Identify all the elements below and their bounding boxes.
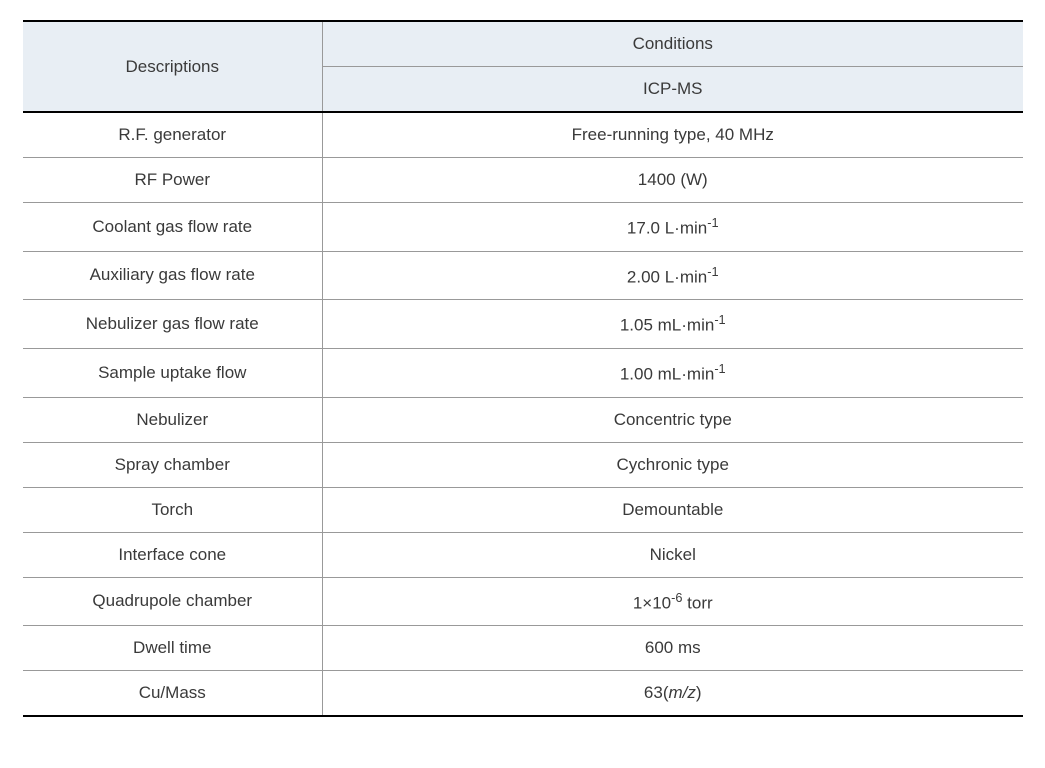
value-cell: 1×10-6 torr [323,577,1023,626]
description-cell: Dwell time [23,626,323,671]
table-body: R.F. generator Free-running type, 40 MHz… [23,112,1023,716]
description-cell: Coolant gas flow rate [23,203,323,252]
value-cell: 63(m/z) [323,671,1023,717]
conditions-table: Descriptions Conditions ICP-MS R.F. gene… [23,20,1023,717]
description-cell: Sample uptake flow [23,348,323,397]
table-row: Quadrupole chamber 1×10-6 torr [23,577,1023,626]
table-row: Nebulizer gas flow rate 1.05 mL·min-1 [23,300,1023,349]
table-container: Descriptions Conditions ICP-MS R.F. gene… [23,20,1023,717]
table-row: RF Power 1400 (W) [23,158,1023,203]
table-row: R.F. generator Free-running type, 40 MHz [23,112,1023,158]
value-cell: 17.0 L·min-1 [323,203,1023,252]
table-row: Coolant gas flow rate 17.0 L·min-1 [23,203,1023,252]
table-row: Interface cone Nickel [23,532,1023,577]
description-cell: Quadrupole chamber [23,577,323,626]
value-cell: Concentric type [323,397,1023,442]
icpms-column-header: ICP-MS [323,67,1023,113]
table-row: Spray chamber Cychronic type [23,442,1023,487]
description-cell: Interface cone [23,532,323,577]
description-cell: Nebulizer gas flow rate [23,300,323,349]
value-cell: Free-running type, 40 MHz [323,112,1023,158]
value-cell: 600 ms [323,626,1023,671]
description-cell: RF Power [23,158,323,203]
description-cell: Auxiliary gas flow rate [23,251,323,300]
description-cell: Spray chamber [23,442,323,487]
value-cell: Cychronic type [323,442,1023,487]
value-cell: 2.00 L·min-1 [323,251,1023,300]
value-cell: 1400 (W) [323,158,1023,203]
descriptions-column-header: Descriptions [23,21,323,112]
table-row: Torch Demountable [23,487,1023,532]
value-cell: 1.00 mL·min-1 [323,348,1023,397]
table-row: Auxiliary gas flow rate 2.00 L·min-1 [23,251,1023,300]
conditions-column-header: Conditions [323,21,1023,67]
value-cell: 1.05 mL·min-1 [323,300,1023,349]
header-row-1: Descriptions Conditions [23,21,1023,67]
table-row: Sample uptake flow 1.00 mL·min-1 [23,348,1023,397]
value-cell: Nickel [323,532,1023,577]
table-row: Dwell time 600 ms [23,626,1023,671]
table-row: Cu/Mass 63(m/z) [23,671,1023,717]
table-row: Nebulizer Concentric type [23,397,1023,442]
description-cell: Torch [23,487,323,532]
table-header: Descriptions Conditions ICP-MS [23,21,1023,112]
description-cell: R.F. generator [23,112,323,158]
description-cell: Nebulizer [23,397,323,442]
value-cell: Demountable [323,487,1023,532]
description-cell: Cu/Mass [23,671,323,717]
